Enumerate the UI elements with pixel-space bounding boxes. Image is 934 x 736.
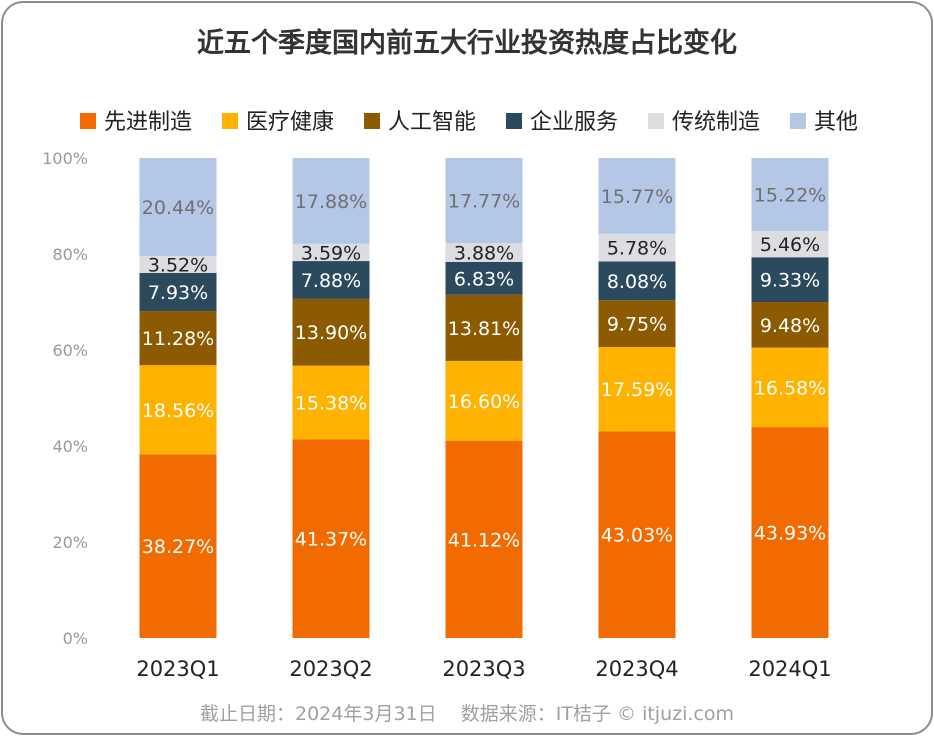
x-tick-label: 2023Q1 <box>136 657 219 681</box>
bars: 38.27% 18.56% 11.28% 7.93% 3.52% 20.44% 41.37%… <box>139 157 829 638</box>
data-label: 17.77% <box>448 191 520 213</box>
data-label: 11.28% <box>142 328 214 350</box>
data-label: 20.44% <box>142 197 214 219</box>
bar-segment <box>292 298 370 366</box>
bar-segment <box>445 440 523 638</box>
bar-segment <box>292 439 370 638</box>
bar-segment <box>292 243 370 262</box>
data-label: 38.27% <box>142 536 214 558</box>
legend-swatch <box>364 113 380 129</box>
data-label: 16.58% <box>754 377 826 399</box>
footer-source: 截止日期：2024年3月31日 数据来源：IT桔子 © itjuzi.com <box>200 703 734 725</box>
data-label: 5.46% <box>760 234 820 256</box>
y-tick-label: 60% <box>52 341 88 360</box>
bar-segment <box>445 294 523 361</box>
bar-segment <box>751 427 829 638</box>
data-label: 8.08% <box>607 271 667 293</box>
bar-segment <box>598 158 676 234</box>
data-label: 3.52% <box>148 255 208 277</box>
y-axis: 0% 20% 40% 60% 80% 100% <box>42 149 88 648</box>
bar-segment <box>292 158 370 244</box>
x-tick-label: 2023Q3 <box>442 657 525 681</box>
x-tick-label: 2024Q1 <box>748 657 831 681</box>
bar-segment <box>598 261 676 301</box>
data-label: 41.12% <box>448 529 520 551</box>
bar-segment <box>598 233 676 262</box>
x-axis: 2023Q1 2023Q2 2023Q3 2023Q4 2024Q1 <box>136 657 831 681</box>
legend-swatch <box>80 113 96 129</box>
legend-label: 医疗健康 <box>246 110 334 135</box>
data-label: 15.22% <box>754 185 826 207</box>
data-label: 15.77% <box>601 186 673 208</box>
bar-segment <box>751 158 829 232</box>
bar-segment <box>598 431 676 638</box>
x-tick-label: 2023Q4 <box>595 657 678 681</box>
bar-segment <box>445 157 523 244</box>
bar-segment <box>751 257 829 303</box>
bar-segment <box>139 365 217 455</box>
bar-segment <box>292 261 370 299</box>
bar-segment <box>598 347 676 432</box>
legend: 先进制造 医疗健康 人工智能 企业服务 传统制造 其他 <box>80 110 858 135</box>
data-label: 17.88% <box>295 191 367 213</box>
y-tick-label: 100% <box>42 149 88 168</box>
legend-label: 企业服务 <box>530 110 618 135</box>
data-label: 7.88% <box>301 270 361 292</box>
bar-segment <box>751 347 829 428</box>
y-tick-label: 40% <box>52 437 88 456</box>
legend-label: 传统制造 <box>672 110 760 135</box>
bar-segment <box>598 300 676 348</box>
bar-segment <box>751 231 829 258</box>
bar-segment <box>139 158 217 257</box>
data-label: 43.93% <box>754 523 826 545</box>
legend-swatch <box>648 113 664 129</box>
data-label: 6.83% <box>454 268 514 290</box>
data-label: 18.56% <box>142 400 214 422</box>
data-label: 17.59% <box>601 379 673 401</box>
legend-swatch <box>222 113 238 129</box>
legend-label: 先进制造 <box>104 110 192 135</box>
y-tick-label: 20% <box>52 533 88 552</box>
legend-swatch <box>506 113 522 129</box>
bar-segment <box>139 256 217 274</box>
data-label: 13.81% <box>448 318 520 340</box>
data-label: 9.75% <box>607 314 667 336</box>
bar-segment <box>292 365 370 440</box>
bar-segment <box>139 454 217 638</box>
bar-segment <box>139 311 217 366</box>
data-label: 15.38% <box>295 393 367 415</box>
data-label: 5.78% <box>607 238 667 260</box>
bar-segment <box>751 302 829 348</box>
data-label: 41.37% <box>295 529 367 551</box>
data-label: 13.90% <box>295 322 367 344</box>
x-tick-label: 2023Q2 <box>289 657 372 681</box>
bar-segment <box>445 243 523 262</box>
bar-segment <box>139 273 217 312</box>
y-tick-label: 80% <box>52 245 88 264</box>
bar-segment <box>445 261 523 295</box>
data-label: 3.59% <box>301 242 361 264</box>
data-label: 3.88% <box>454 243 514 265</box>
data-label: 7.93% <box>148 282 208 304</box>
data-label: 9.48% <box>760 315 820 337</box>
data-label: 9.33% <box>760 270 820 292</box>
chart-title: 近五个季度国内前五大行业投资热度占比变化 <box>197 27 737 59</box>
legend-label: 人工智能 <box>388 110 476 135</box>
data-label: 43.03% <box>601 525 673 547</box>
legend-swatch <box>790 113 806 129</box>
bar-segment <box>445 360 523 441</box>
legend-label: 其他 <box>814 110 858 135</box>
data-label: 16.60% <box>448 391 520 413</box>
y-tick-label: 0% <box>63 629 88 648</box>
